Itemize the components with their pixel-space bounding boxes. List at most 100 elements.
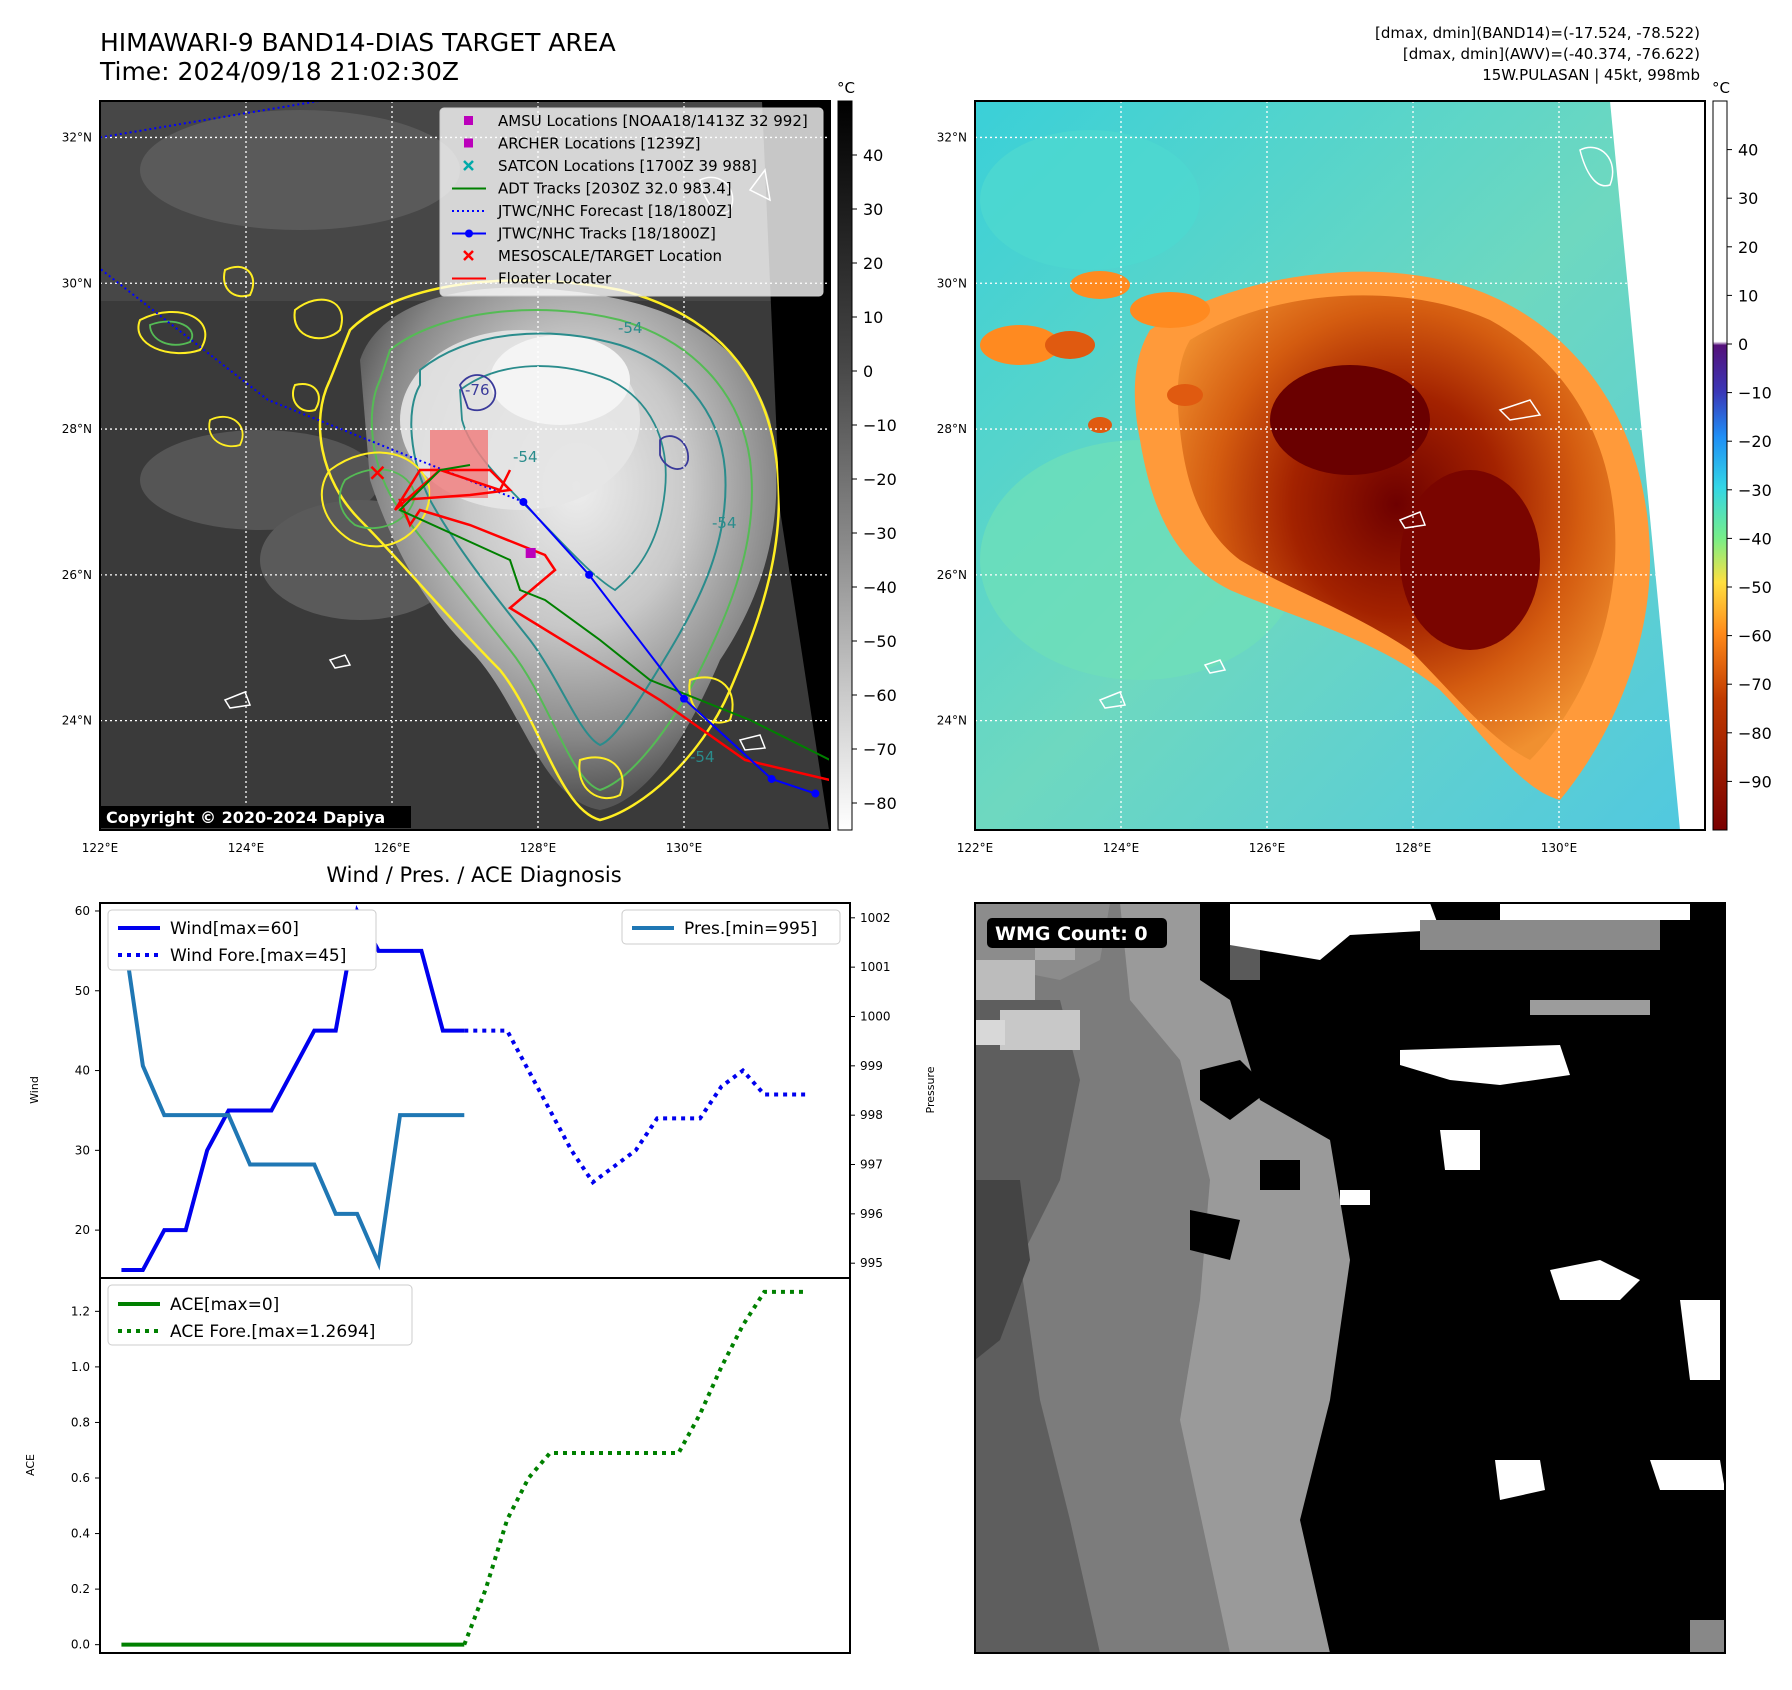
legend-marker	[464, 138, 473, 148]
lon-tick-label: 126°E	[374, 841, 411, 855]
lon-tick-label: 124°E	[228, 841, 265, 855]
ir-colorbar-ticks: 40 30 20 10 0 −10 −20 −30 −40 −50 −60 −70 −80	[852, 146, 897, 813]
copyright-text: Copyright © 2020-2024 Dapiya	[106, 808, 385, 827]
pressure-tick-label: 1000	[860, 1009, 891, 1023]
lat-tick-label: 32°N	[937, 130, 967, 144]
awv-map-panel: 122°E 124°E 126°E 128°E 130°E 32°N 30°N 28°N 26°…	[937, 79, 1772, 855]
copyright-box	[101, 806, 411, 828]
lon-tick-label: 130°E	[1541, 841, 1578, 855]
legend-label: ADT Tracks [2030Z 32.0 983.4]	[498, 180, 732, 198]
floater-locater-track	[394, 468, 512, 511]
wmg-frame	[974, 902, 1726, 1654]
storm-info: 15W.PULASAN | 45kt, 998mb	[1482, 66, 1700, 84]
legend-label: Floater Locater	[498, 270, 612, 288]
pressure-tick-label: 1002	[860, 911, 891, 925]
pressure-line	[119, 917, 465, 1271]
ace-forecast-line	[462, 1289, 808, 1646]
awv-colorbar	[1712, 100, 1728, 831]
ir-map-legend: AMSU Locations [NOAA18/1413Z 32 992] ARCH…	[439, 107, 824, 297]
wind-pressure-plot: 20 30 40 50 60 995 996 997 998 999 1000 1001 1002 Win…	[75, 904, 891, 1273]
legend-marker	[463, 160, 474, 171]
colorbar-tick-label: −50	[1738, 578, 1772, 597]
colorbar-tick-label: 30	[863, 200, 883, 219]
contour-label: -54	[690, 748, 715, 766]
colorbar-tick-label: −50	[863, 632, 897, 651]
pressure-tick-label: 1001	[860, 960, 891, 974]
wind-tick-label: 50	[75, 984, 90, 998]
colorbar-tick-label: 10	[1738, 286, 1758, 305]
legend-label: MESOSCALE/TARGET Location	[498, 247, 722, 265]
awv-colorbar-ticks: 40 30 20 10 0 −10 −20 −30 −40 −50 −60 −70 −80 −90	[1727, 141, 1772, 791]
figure-title: HIMAWARI-9 BAND14-DIAS TARGET AREA	[100, 28, 616, 57]
ace-tick-label: 0.8	[71, 1415, 90, 1429]
pressure-axis-label: Pressure	[924, 1066, 937, 1113]
ir-colorbar	[837, 100, 853, 831]
jtwc-forecast-track	[100, 267, 524, 503]
legend-marker	[464, 116, 473, 125]
jtwc-track-point	[585, 570, 594, 579]
legend-marker	[465, 229, 473, 238]
ir-colorbar-unit: °C	[837, 79, 855, 97]
pressure-legend	[621, 909, 841, 945]
legend-label: JTWC/NHC Forecast [18/1800Z]	[497, 202, 732, 220]
legend-label: ACE Fore.[max=1.2694]	[170, 1322, 375, 1342]
contour-label: -54	[712, 514, 737, 532]
colorbar-tick-label: 20	[1738, 238, 1758, 257]
awv-map-ticks: 122°E 124°E 126°E 128°E 130°E 32°N 30°N 28°N 26°…	[937, 130, 1578, 855]
wmg-count-box	[987, 918, 1167, 948]
jtwc-track-point	[811, 789, 820, 798]
contour-label: -76	[465, 381, 490, 399]
colorbar-tick-label: −60	[1738, 627, 1772, 646]
pressure-tick-label: 996	[860, 1207, 883, 1221]
lat-tick-label: 24°N	[937, 714, 967, 728]
colorbar-tick-label: 0	[1738, 335, 1748, 354]
lat-tick-label: 26°N	[62, 568, 92, 582]
jtwc-track-point	[519, 497, 528, 506]
colorbar-tick-label: −80	[1738, 724, 1772, 743]
ir-map-tracks	[100, 101, 830, 798]
wind-tick-label: 60	[75, 904, 90, 918]
colorbar-tick-label: −80	[863, 794, 897, 813]
colorbar-tick-label: −10	[863, 416, 897, 435]
ace-plot: 0.0 0.2 0.4 0.6 0.8 1.0 1.2 ACE[max=0] ACE Fore.…	[71, 1284, 808, 1652]
lon-tick-label: 122°E	[82, 841, 119, 855]
ace-tick-label: 0.6	[71, 1471, 90, 1485]
awv-range: [dmax, dmin](AWV)=(-40.374, -76.622)	[1403, 45, 1700, 63]
contour-label: -54	[513, 448, 538, 466]
lat-tick-label: 28°N	[62, 422, 92, 436]
ace-tick-label: 0.0	[71, 1638, 90, 1652]
lat-tick-label: 28°N	[937, 422, 967, 436]
colorbar-tick-label: −30	[1738, 481, 1772, 500]
pressure-tick-label: 999	[860, 1059, 883, 1073]
awv-map-imagery	[975, 101, 1705, 830]
colorbar-tick-label: 0	[863, 362, 873, 381]
lon-tick-label: 122°E	[957, 841, 994, 855]
ir-map-frame	[99, 100, 831, 831]
ace-legend	[107, 1284, 413, 1346]
colorbar-tick-label: 40	[1738, 141, 1758, 160]
colorbar-tick-label: −40	[1738, 529, 1772, 548]
ir-map-panel: -54 -54 -54 -76 -54 122°E 124°E 126°E 128°E…	[62, 79, 897, 855]
ace-tick-label: 0.2	[71, 1582, 90, 1596]
floater-locater-track	[393, 468, 830, 782]
lon-tick-label: 130°E	[666, 841, 703, 855]
mesoscale-target-marker	[370, 465, 385, 480]
pressure-tick-label: 998	[860, 1108, 883, 1122]
adt-track	[398, 464, 830, 761]
lat-tick-label: 30°N	[937, 276, 967, 290]
colorbar-tick-label: −20	[863, 470, 897, 489]
wind-axis-label: Wind	[28, 1076, 41, 1104]
colorbar-tick-label: 10	[863, 308, 883, 327]
ace-axis-label: ACE	[24, 1454, 37, 1476]
legend-label: ACE[max=0]	[170, 1295, 279, 1315]
lat-tick-label: 30°N	[62, 276, 92, 290]
legend-label: AMSU Locations [NOAA18/1413Z 32 992]	[498, 112, 808, 130]
jtwc-forecast-track	[100, 101, 320, 139]
colorbar-tick-label: −70	[1738, 675, 1772, 694]
pressure-tick-label: 997	[860, 1158, 883, 1172]
amsu-marker	[525, 547, 536, 558]
colorbar-tick-label: −90	[1738, 772, 1772, 791]
lon-tick-label: 126°E	[1249, 841, 1286, 855]
colorbar-tick-label: −60	[863, 686, 897, 705]
